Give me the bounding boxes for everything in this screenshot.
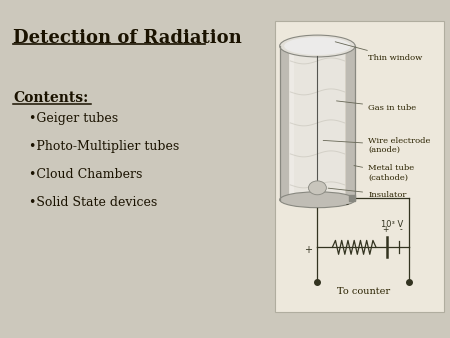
Text: +: + <box>305 245 312 256</box>
Text: Contents:: Contents: <box>14 91 89 105</box>
Bar <box>279 49 288 200</box>
Text: Metal tube
(cathode): Metal tube (cathode) <box>354 164 414 182</box>
Bar <box>346 49 355 200</box>
Ellipse shape <box>279 35 355 57</box>
Text: Wire electrode
(anode): Wire electrode (anode) <box>323 137 431 154</box>
Text: •Photo-Multiplier tubes: •Photo-Multiplier tubes <box>29 140 180 153</box>
Text: Gas in tube: Gas in tube <box>337 101 416 112</box>
Ellipse shape <box>279 192 355 208</box>
Text: •Geiger tubes: •Geiger tubes <box>29 113 118 125</box>
Ellipse shape <box>309 181 326 195</box>
Text: To counter: To counter <box>337 287 390 296</box>
Text: 10³ V: 10³ V <box>381 220 403 230</box>
Bar <box>279 46 355 200</box>
Ellipse shape <box>284 37 351 55</box>
Bar <box>290 54 345 200</box>
Text: -: - <box>400 225 402 235</box>
Text: •Solid State devices: •Solid State devices <box>29 196 158 209</box>
Text: Insulator: Insulator <box>328 188 406 199</box>
Text: -: - <box>345 200 348 209</box>
Text: +: + <box>382 225 388 235</box>
Bar <box>284 50 293 196</box>
Text: Detection of Radiation: Detection of Radiation <box>14 29 242 47</box>
Bar <box>274 21 444 312</box>
Text: Thin window: Thin window <box>335 42 423 62</box>
Text: •Cloud Chambers: •Cloud Chambers <box>29 168 143 181</box>
